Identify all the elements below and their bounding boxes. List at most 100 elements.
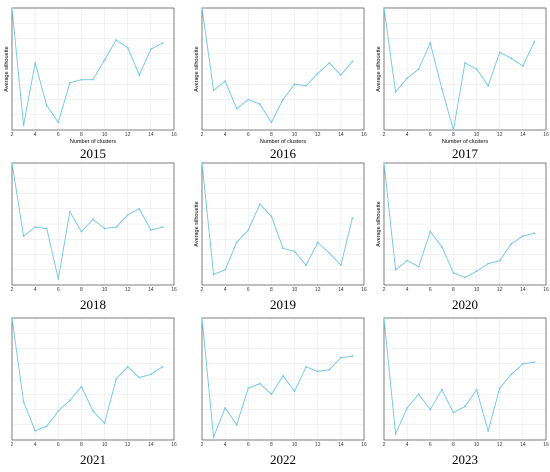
data-point [80, 385, 83, 388]
x-tick-label: 4 [224, 442, 227, 448]
x-tick-label: 16 [543, 287, 549, 293]
data-point [510, 57, 513, 60]
x-tick-label: 4 [34, 287, 37, 293]
data-point [115, 39, 118, 41]
x-tick-label: 14 [520, 442, 526, 448]
x-tick-label: 2 [11, 442, 14, 448]
x-tick-label: 10 [102, 132, 108, 138]
series-line [201, 7, 353, 124]
data-point [429, 230, 432, 233]
data-point [339, 264, 342, 267]
data-point [351, 355, 354, 358]
x-tick-label: 10 [292, 132, 298, 138]
data-point [138, 207, 141, 210]
x-tick-label: 8 [80, 287, 83, 293]
data-point [487, 429, 490, 432]
data-point [464, 276, 466, 279]
x-tick-label: 10 [102, 442, 108, 448]
x-tick-label: 6 [429, 287, 432, 293]
x-tick-label: 6 [57, 132, 60, 138]
x-axis-label: Number of clusters [70, 139, 116, 145]
data-point [201, 317, 203, 319]
data-point [126, 46, 129, 49]
data-point [417, 393, 420, 396]
data-point [440, 388, 443, 391]
x-tick-label: 12 [497, 442, 503, 448]
chart-panel-2017: 2 4 6 8 10 12 14 16 Average silhouette Number of … [376, 7, 549, 161]
data-point [11, 162, 13, 164]
x-tick-label: 12 [315, 132, 321, 138]
data-point [270, 393, 273, 396]
data-point [22, 400, 25, 403]
data-point [138, 74, 141, 76]
x-tick-label: 2 [383, 287, 386, 293]
series-line [201, 317, 353, 438]
x-tick-label: 12 [125, 287, 131, 293]
x-tick-label: 12 [125, 442, 131, 448]
data-point [406, 77, 409, 80]
data-point [417, 265, 420, 268]
chart-panel-2016: 2 4 6 8 10 12 14 16 Average silhouette Number of … [194, 7, 367, 161]
x-tick-label: 10 [292, 442, 298, 448]
x-tick-label: 14 [520, 132, 526, 138]
x-axis-label: Number of clusters [260, 139, 306, 145]
panel-year-title: 2015 [80, 146, 106, 161]
x-tick-label: 8 [270, 442, 273, 448]
data-point [11, 317, 13, 319]
x-tick-label: 14 [338, 287, 344, 293]
x-tick-label: 6 [429, 442, 432, 448]
x-tick-label: 6 [247, 132, 250, 138]
x-tick-label: 12 [315, 442, 321, 448]
panel-year-title: 2017 [452, 146, 479, 161]
x-axis-label: Number of clusters [442, 139, 488, 145]
plot-frame [201, 317, 365, 441]
x-tick-label: 6 [247, 287, 250, 293]
x-tick-label: 14 [148, 287, 154, 293]
plot-frame [11, 317, 175, 441]
series-line [11, 317, 163, 432]
data-point [258, 382, 261, 385]
x-tick-label: 6 [429, 132, 432, 138]
data-point [247, 229, 250, 232]
data-point [212, 89, 215, 92]
series-line [11, 162, 163, 280]
x-tick-label: 6 [247, 442, 250, 448]
data-point [270, 121, 273, 124]
series-line [201, 162, 353, 275]
x-tick-label: 16 [361, 442, 367, 448]
data-point [34, 62, 37, 64]
data-point [533, 232, 536, 235]
series-line [383, 162, 535, 278]
data-point [80, 230, 83, 233]
data-point [452, 411, 455, 414]
data-point [351, 217, 354, 219]
data-point [383, 7, 385, 9]
data-point [161, 42, 164, 44]
plot-frame [11, 7, 175, 131]
x-tick-label: 10 [474, 132, 480, 138]
data-point [475, 68, 478, 70]
x-tick-label: 2 [11, 287, 14, 293]
chart-panel-2015: 2 4 6 8 10 12 14 16 Average silhouette Number of … [4, 7, 177, 161]
data-point [351, 60, 354, 63]
data-point [224, 80, 227, 83]
data-point [45, 425, 48, 428]
data-point [440, 87, 443, 90]
series-line [383, 7, 535, 131]
data-point [383, 162, 385, 164]
x-tick-label: 16 [171, 132, 177, 138]
plot-frame [201, 7, 365, 131]
data-point [92, 218, 94, 221]
data-point [498, 387, 501, 390]
data-point [235, 107, 238, 110]
data-point [57, 278, 60, 280]
data-point [406, 407, 409, 409]
data-point [45, 227, 48, 230]
x-tick-label: 16 [171, 442, 177, 448]
x-tick-label: 2 [201, 132, 204, 138]
data-point [521, 235, 524, 238]
data-point [533, 40, 536, 43]
series-line [11, 7, 163, 126]
data-point [270, 215, 273, 218]
